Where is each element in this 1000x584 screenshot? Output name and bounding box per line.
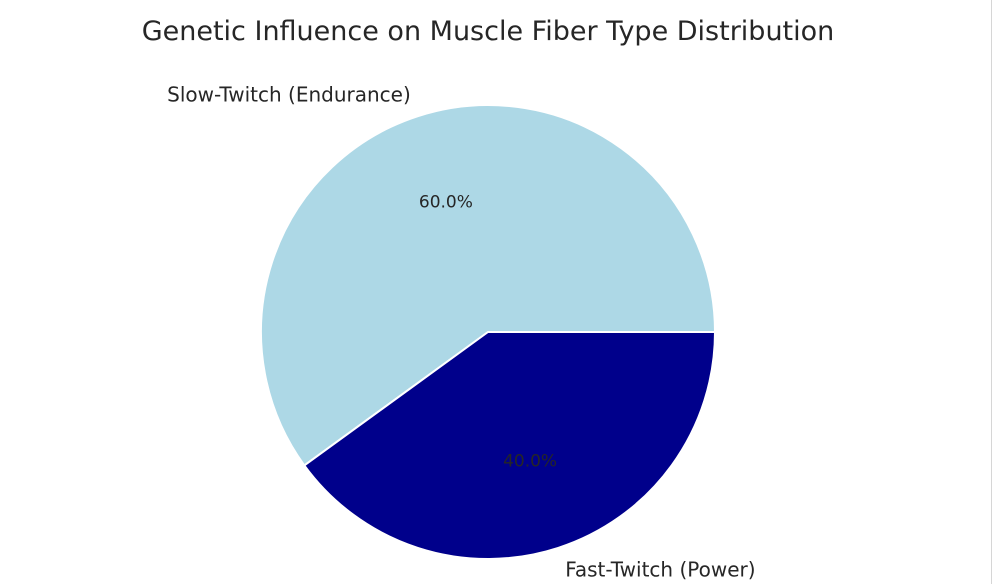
pie-slices — [260, 104, 716, 560]
pie-labels: Slow-Twitch (Endurance) 60.0% Fast-Twitch … — [167, 83, 755, 582]
percent-label-2: 40.0% — [503, 452, 557, 472]
percent-label-1: 60.0% — [419, 193, 473, 213]
pie-slice-1 — [260, 104, 716, 467]
chart-title: Genetic Influence on Muscle Fiber Type D… — [142, 16, 835, 47]
pie-slice-2 — [303, 331, 716, 560]
slice-label-2: Fast-Twitch (Power) — [565, 558, 755, 582]
right-edge-divider — [991, 0, 992, 584]
slice-label-1: Slow-Twitch (Endurance) — [167, 83, 411, 107]
